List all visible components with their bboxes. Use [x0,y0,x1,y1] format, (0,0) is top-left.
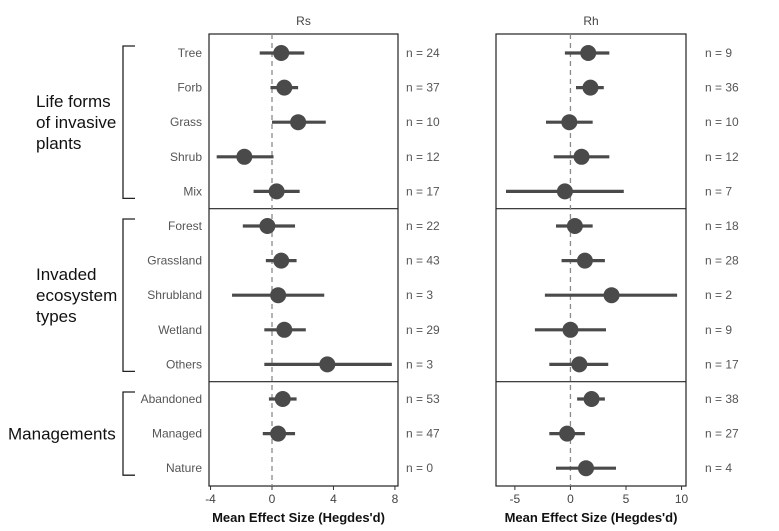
sample-size-label: n = 9 [705,323,732,337]
effect-point [270,425,287,442]
sample-size-label: n = 12 [705,150,739,164]
effect-point [576,252,593,269]
sample-size-label: n = 3 [406,288,433,302]
effect-point [556,183,573,200]
sample-size-label: n = 43 [406,254,440,268]
sample-size-label: n = 12 [406,150,440,164]
effect-point [603,287,620,304]
x-tick-label: 10 [675,492,689,506]
panel-rs: Rs -4 0 4 8 Mean Effect Size (Hegdes'd) n = 24… [205,14,440,525]
x-tick-label: -4 [205,492,216,506]
effect-point [270,287,287,304]
category-label: Nature [166,461,202,475]
sample-size-label: n = 10 [705,115,739,129]
effect-point [559,425,576,442]
effect-point [290,114,307,131]
group-bracket [122,45,135,200]
sample-size-label: n = 22 [406,219,440,233]
effect-point [273,45,290,61]
x-tick-label: 0 [567,492,574,506]
category-label: Forb [177,81,202,95]
panel-strip-title: Rh [583,14,598,28]
x-tick-label: 5 [623,492,630,506]
category-label: Forest [168,219,203,233]
effect-point [236,148,253,165]
effect-point [273,252,290,269]
category-label: Mix [183,184,202,198]
x-axis-label: Mean Effect Size (Hegdes'd) [212,510,385,525]
sample-size-label: n = 17 [705,357,739,371]
effect-point [573,148,590,165]
sample-size-label: n = 10 [406,115,440,129]
effect-point [562,321,579,338]
sample-size-label: n = 24 [406,46,440,60]
sample-size-label: n = 28 [705,254,739,268]
category-label: Tree [178,46,203,60]
effect-point [319,356,336,373]
category-label: Managed [152,427,202,441]
category-label: Others [166,357,202,371]
x-tick-label: 0 [269,492,276,506]
effect-point [274,391,291,407]
sample-size-label: n = 27 [705,427,739,441]
sample-size-label: n = 2 [705,288,732,302]
effect-point [566,218,583,234]
group-label: Life forms [36,92,111,111]
sample-size-label: n = 3 [406,357,433,371]
group-label: ecosystem [36,286,117,305]
category-label: Grass [170,115,202,129]
sample-size-label: n = 36 [705,81,739,95]
sample-size-label: n = 7 [705,184,732,198]
x-tick-label: -5 [510,492,521,506]
sample-size-label: n = 18 [705,219,739,233]
sample-size-label: n = 29 [406,323,440,337]
group-bracket [122,218,135,373]
effect-point [571,356,588,373]
category-label: Grassland [147,254,202,268]
group-label: Managements [8,425,116,444]
sample-size-label: n = 4 [705,461,732,475]
effect-point [561,114,578,131]
sample-size-label: n = 38 [705,392,739,406]
category-label: Abandoned [141,392,202,406]
group-label: of invasive [36,113,116,132]
effect-point [259,218,276,234]
category-label: Wetland [158,323,202,337]
effect-point [583,391,600,407]
group-bracket [122,391,135,476]
effect-point [582,79,599,96]
effect-point [580,45,597,61]
sample-size-label: n = 9 [705,46,732,60]
category-label: Shrub [170,150,202,164]
sample-size-label: n = 47 [406,427,440,441]
sample-size-label: n = 17 [406,184,440,198]
group-label: plants [36,134,81,153]
category-label: Shrubland [147,288,202,302]
effect-point [578,460,594,477]
x-tick-label: 4 [330,492,337,506]
panel-strip-title: Rs [296,14,311,28]
sample-size-label: n = 0 [406,461,433,475]
panel-frame [208,33,399,487]
x-tick-label: 8 [392,492,399,506]
group-label: Invaded [36,265,97,284]
sample-size-label: n = 37 [406,81,440,95]
group-label: types [36,307,77,326]
panel-rh: Rh -5 0 5 10 Mean Effect Size (Hegdes'd) n = 9… [495,14,739,525]
x-axis-label: Mean Effect Size (Hegdes'd) [505,510,678,525]
effect-point [268,183,285,200]
effect-point [276,79,293,96]
effect-point [276,321,293,338]
sample-size-label: n = 53 [406,392,440,406]
panel-frame [495,33,687,487]
